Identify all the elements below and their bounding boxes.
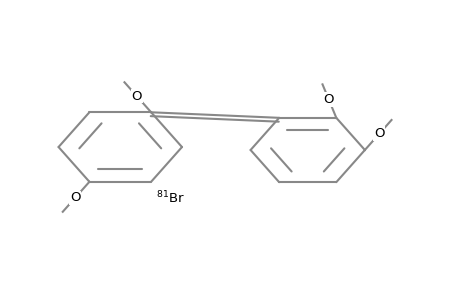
- Text: O: O: [131, 90, 142, 103]
- Text: O: O: [70, 191, 80, 205]
- Text: $^{81}$Br: $^{81}$Br: [155, 190, 184, 206]
- Text: O: O: [373, 127, 384, 140]
- Text: O: O: [323, 93, 333, 106]
